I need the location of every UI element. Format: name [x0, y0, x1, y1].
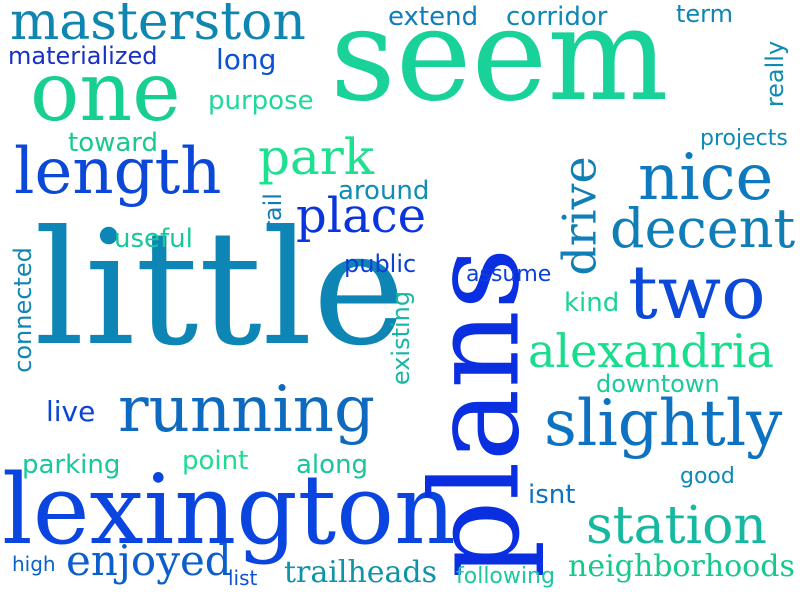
word-running: running [118, 373, 375, 447]
word-purpose: purpose [208, 86, 314, 116]
word-downtown: downtown [596, 370, 720, 398]
word-following: following [456, 564, 555, 589]
word-seem: seem [330, 0, 669, 130]
word-kind: kind [564, 288, 620, 318]
word-slightly: slightly [544, 387, 783, 461]
word-term: term [676, 0, 733, 28]
word-enjoyed: enjoyed [66, 536, 232, 585]
word-alexandria: alexandria [528, 324, 774, 378]
word-connected: connected [8, 247, 37, 373]
word-good: good [680, 464, 735, 489]
word-assume: assume [466, 262, 552, 287]
word-place: place [296, 188, 426, 244]
word-two: two [628, 250, 766, 336]
word-parking: parking [22, 450, 121, 480]
word-around: around [338, 176, 430, 206]
word-along: along [296, 450, 369, 480]
word-live: live [46, 395, 96, 428]
word-extend: extend [388, 2, 479, 32]
word-corridor: corridor [506, 2, 608, 32]
word-park: park [258, 128, 375, 186]
word-little: little [34, 197, 407, 381]
word-drive: drive [552, 156, 607, 276]
word-materialized: materialized [8, 42, 158, 70]
word-rail: rail [258, 193, 287, 231]
word-nice: nice [638, 141, 774, 215]
word-useful: useful [114, 224, 193, 254]
word-neighborhoods: neighborhoods [568, 549, 795, 584]
word-really: really [761, 40, 790, 108]
word-lexington: lexington [2, 454, 456, 566]
word-toward: toward [68, 128, 159, 158]
word-one: one [30, 45, 181, 140]
word-long: long [216, 43, 277, 76]
word-point: point [182, 446, 249, 476]
word-masterston: masterston [10, 0, 306, 52]
word-projects: projects [700, 126, 788, 151]
word-decent: decent [610, 197, 796, 260]
word-station: station [586, 496, 767, 556]
word-high: high [12, 552, 56, 576]
word-existing: existing [387, 290, 416, 386]
word-list: list [228, 566, 258, 590]
word-length: length [14, 135, 222, 209]
word-public: public [344, 250, 417, 278]
word-plans: plans [404, 247, 547, 579]
word-isnt: isnt [528, 480, 576, 510]
word-trailheads: trailheads [284, 555, 438, 590]
